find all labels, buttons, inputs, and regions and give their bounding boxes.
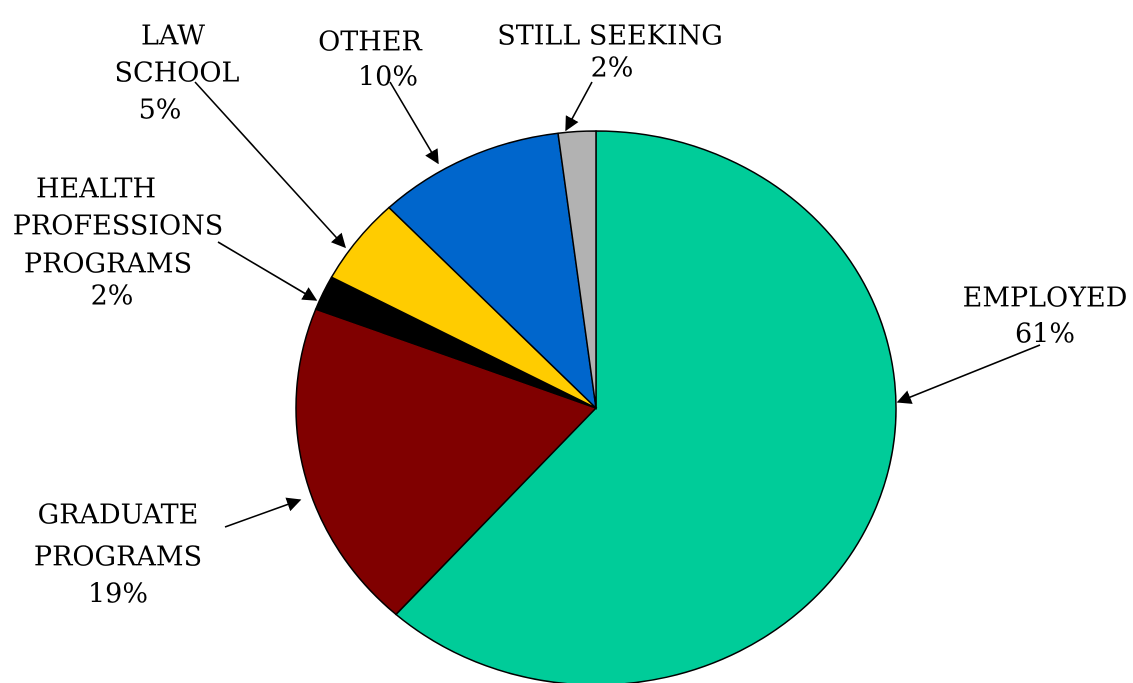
category-label-health-professions-programs: PROFESSIONS [13, 211, 224, 242]
category-label-law-school: SCHOOL [115, 58, 240, 89]
value-label-employed: 61% [1015, 319, 1075, 350]
leader-arrow-still-seeking [565, 81, 593, 132]
category-label-health-professions-programs: PROGRAMS [24, 249, 192, 280]
leader-arrow-employed [896, 344, 1041, 404]
category-label-employed: EMPLOYED [963, 283, 1128, 314]
leader-arrow-graduate-programs [224, 497, 302, 528]
leader-arrow-health-professions-programs [217, 241, 318, 301]
leader-arrow-law-school [194, 81, 346, 249]
category-label-law-school: LAW [141, 21, 205, 52]
category-label-still-seeking: STILL SEEKING [497, 21, 723, 52]
value-label-law-school: 5% [139, 95, 182, 126]
category-label-other: OTHER [318, 27, 422, 58]
pie-slice-employed [394, 130, 897, 683]
value-label-graduate-programs: 19% [88, 579, 148, 610]
value-label-health-professions-programs: 2% [91, 281, 134, 312]
category-label-graduate-programs: GRADUATE [38, 500, 199, 531]
category-label-health-professions-programs: HEALTH [36, 174, 156, 205]
pie-slice-graduate-programs [295, 308, 598, 616]
category-label-graduate-programs: PROGRAMS [34, 542, 202, 573]
value-label-other: 10% [358, 62, 418, 93]
value-label-still-seeking: 2% [591, 53, 634, 84]
leader-arrow-other [389, 81, 439, 165]
pie-slice-other [387, 132, 598, 411]
pie-slice-still-seeking [557, 130, 597, 409]
